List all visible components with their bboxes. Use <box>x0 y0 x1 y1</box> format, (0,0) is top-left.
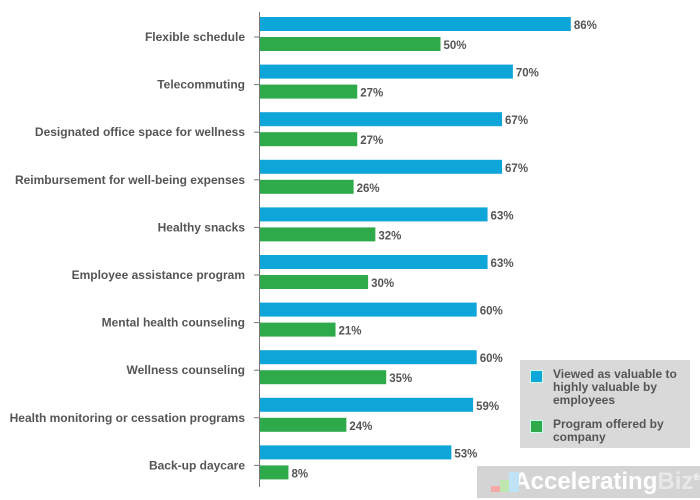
category-label: Health monitoring or cessation programs <box>10 411 246 425</box>
data-label: 60% <box>480 306 503 318</box>
logo-text-biz: Biz <box>657 468 694 495</box>
bar-offered <box>259 417 347 432</box>
data-label: 67% <box>505 115 528 127</box>
legend-label-offered: Program offered by company <box>553 418 664 444</box>
bar-offered <box>259 227 376 242</box>
legend: Viewed as valuable to highly valuable by e… <box>520 360 690 448</box>
data-label: 8% <box>291 468 308 480</box>
bar-offered <box>259 322 336 337</box>
legend-line: Viewed as valuable to <box>553 367 677 381</box>
data-label: 27% <box>360 88 383 100</box>
logo-text-main: Accelerating <box>513 468 658 495</box>
data-label: 67% <box>505 163 528 175</box>
data-label: 60% <box>480 353 503 365</box>
data-label: 86% <box>574 20 597 32</box>
category-label: Reimbursement for well-being expenses <box>15 173 245 187</box>
data-label: 50% <box>444 40 467 52</box>
legend-label-valued: Viewed as valuable to highly valuable by e… <box>553 368 677 407</box>
bar-valued <box>259 64 513 79</box>
legend-line: highly valuable by <box>553 380 658 394</box>
data-label: 63% <box>491 210 514 222</box>
data-label: 30% <box>371 278 394 290</box>
category-label: Back-up daycare <box>149 458 245 472</box>
logo-registered: ® <box>693 472 700 482</box>
category-label: Employee assistance program <box>72 268 245 282</box>
data-label: 32% <box>378 230 401 242</box>
logo-chart-icon <box>491 472 519 492</box>
bar-valued <box>259 397 474 412</box>
data-label: 24% <box>349 421 372 433</box>
bar-valued <box>259 255 488 269</box>
bar-valued <box>259 17 571 31</box>
logo: AcceleratingBiz® <box>477 466 700 498</box>
legend-line: Program offered by <box>553 417 664 431</box>
category-label: Designated office space for wellness <box>35 125 245 139</box>
bar-valued <box>259 112 503 127</box>
logo-text: AcceleratingBiz® <box>513 468 700 496</box>
bar-offered <box>259 84 358 99</box>
category-label: Wellness counseling <box>127 363 245 377</box>
legend-swatch-green <box>530 420 543 433</box>
data-label: 26% <box>357 183 380 195</box>
legend-swatch-blue <box>530 370 543 383</box>
bar-offered <box>259 275 369 289</box>
data-label: 21% <box>339 326 362 338</box>
category-label: Flexible schedule <box>145 30 245 44</box>
bar-valued <box>259 350 477 365</box>
legend-line: company <box>553 430 606 444</box>
bar-valued <box>259 445 452 460</box>
bar-valued <box>259 159 503 174</box>
data-label: 59% <box>476 401 499 413</box>
legend-item-offered: Program offered by company <box>530 418 664 444</box>
bar-offered <box>259 37 441 51</box>
data-label: 70% <box>516 68 539 80</box>
data-label: 27% <box>360 135 383 147</box>
bar-offered <box>259 179 354 194</box>
legend-line: employees <box>553 393 616 407</box>
category-label: Healthy snacks <box>158 220 246 234</box>
bar-offered <box>259 465 289 480</box>
bar-offered <box>259 132 358 147</box>
bar-valued <box>259 302 477 317</box>
data-label: 35% <box>389 373 412 385</box>
bar-valued <box>259 207 488 222</box>
data-label: 63% <box>491 258 514 270</box>
legend-item-valued: Viewed as valuable to highly valuable by e… <box>530 368 677 407</box>
data-label: 53% <box>454 448 477 460</box>
bar-offered <box>259 370 387 385</box>
category-label: Mental health counseling <box>102 316 245 330</box>
category-label: Telecommuting <box>157 78 245 92</box>
